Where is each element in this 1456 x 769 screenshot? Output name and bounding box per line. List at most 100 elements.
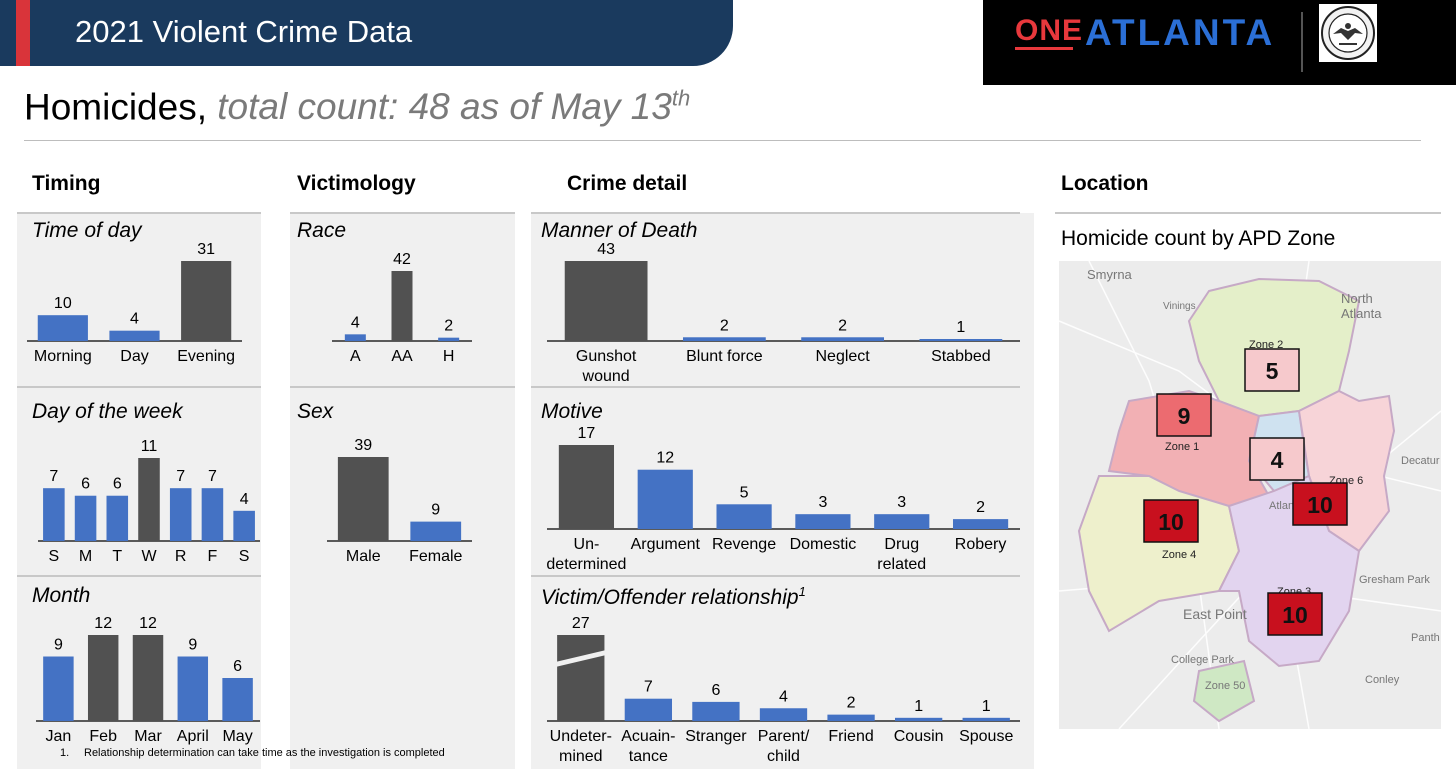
bar-day_of_week-4 — [169, 488, 192, 541]
page-heading: Homicides, total count: 48 as of May 13t… — [24, 86, 690, 128]
zone-count-zone-3: 10 — [1282, 602, 1308, 628]
category-label-manner-1: Blunt force — [686, 348, 763, 365]
bar-day_of_week-3 — [138, 458, 160, 541]
bar-month-0 — [43, 656, 74, 721]
category-label-month-0: Jan — [46, 728, 72, 745]
bars-motive: 17 Un-determined 12 Argument 5 Revenge 3 Domest… — [546, 425, 1020, 573]
bar-day_of_week-0 — [43, 488, 65, 541]
banner-accent-bar — [16, 0, 30, 66]
logo-divider — [1301, 12, 1303, 72]
category-label-manner-0-1: wound — [582, 368, 630, 385]
zone-50-area — [1192, 659, 1256, 723]
category-label-day_of_week-6: S — [239, 548, 250, 565]
category-label-motive-0: Un- — [574, 536, 600, 553]
heading-main: Homicides, — [24, 86, 207, 128]
map-place-label-east-point: East Point — [1183, 606, 1247, 622]
relationship-title-text: Victim/Offender relationship — [541, 586, 799, 609]
zone-badge-zone-1 — [1156, 393, 1212, 437]
bar-day_of_week-6 — [233, 510, 255, 541]
heading-subtitle: total count: 48 as of May 13th — [217, 86, 690, 127]
bar-manner-3 — [919, 339, 1003, 341]
bar-relationship-1 — [624, 698, 673, 721]
value-label-day_of_week-6: 4 — [240, 491, 249, 508]
category-label-day_of_week-4: R — [175, 548, 187, 565]
category-label-relationship-1: Acuain- — [621, 728, 675, 745]
bars-sex: 39 Male 9 Female — [327, 437, 472, 565]
bar-day_of_week-2 — [106, 495, 129, 541]
footnote-number: 1. — [60, 747, 70, 759]
bar-time_of_day-0 — [37, 315, 88, 341]
map-zone-label-zone-1: Zone 1 — [1165, 441, 1199, 453]
bars-time_of_day: 10 Morning 4 Day 31 Evening — [27, 241, 242, 365]
zone-badge-zone-6 — [1292, 482, 1348, 526]
category-label-relationship-3: Parent/ — [758, 728, 810, 745]
bar-manner-0 — [564, 261, 648, 341]
map-place-label-vinings: Vinings — [1163, 301, 1196, 312]
bars-month: 9 Jan 12 Feb 12 Mar 9 April 6 May — [36, 615, 260, 745]
bar-month-3 — [177, 656, 209, 721]
panel-title-race: Race — [297, 219, 347, 242]
map-place-label-zone-50: Zone 50 — [1205, 680, 1245, 692]
category-label-sex-1: Female — [409, 548, 462, 565]
zone-badge-zone-5 — [1249, 437, 1305, 481]
map-place-label-college-park: College Park — [1171, 654, 1234, 666]
value-label-relationship-2: 6 — [711, 682, 720, 699]
zone-count-zone-6: 10 — [1307, 492, 1333, 518]
map-place-label-conley: Conley — [1365, 674, 1400, 686]
bar-relationship-5 — [894, 717, 943, 721]
category-label-month-3: April — [177, 728, 209, 745]
category-label-relationship-0-1: mined — [559, 748, 603, 765]
bar-relationship-0 — [557, 635, 605, 721]
category-label-time_of_day-2: Evening — [177, 348, 235, 365]
value-label-time_of_day-0: 10 — [54, 295, 72, 312]
value-label-relationship-5: 1 — [914, 698, 923, 715]
category-label-sex-0: Male — [346, 548, 381, 565]
timing-separator-1 — [17, 386, 261, 388]
value-label-day_of_week-4: 7 — [176, 468, 185, 485]
logo-one-text: ONE — [1015, 14, 1084, 47]
bar-relationship-4 — [827, 714, 875, 721]
category-label-motive-5: Robery — [955, 536, 1007, 553]
category-label-day_of_week-0: S — [49, 548, 60, 565]
value-label-manner-1: 2 — [720, 317, 729, 334]
category-label-manner-0: Gunshot — [576, 348, 637, 365]
bar-motive-1 — [637, 469, 693, 529]
category-label-day_of_week-2: T — [112, 548, 122, 565]
bar-day_of_week-1 — [74, 495, 97, 541]
logo-atlanta-text: ATLANTA — [1085, 12, 1276, 53]
map-place-label-smyrna: Smyrna — [1087, 267, 1133, 282]
bar-sex-1 — [410, 521, 462, 541]
map-title: Homicide count by APD Zone — [1061, 227, 1336, 250]
section-title-location: Location — [1061, 172, 1149, 195]
header-banner: 2021 Violent Crime Data — [0, 0, 733, 66]
category-label-month-2: Mar — [134, 728, 162, 745]
timing-top-separator — [17, 212, 261, 214]
victimology-top-separator — [290, 212, 515, 214]
bar-race-1 — [391, 271, 413, 341]
value-label-sex-0: 39 — [354, 437, 372, 454]
location-top-separator — [1055, 212, 1441, 214]
zone-count-zone-2: 5 — [1266, 358, 1279, 384]
value-label-time_of_day-2: 31 — [197, 241, 215, 258]
relationship-footnote-marker: 1 — [798, 584, 806, 599]
value-label-day_of_week-3: 11 — [141, 438, 158, 455]
category-label-day_of_week-3: W — [141, 548, 157, 565]
value-label-manner-3: 1 — [956, 319, 965, 336]
value-label-race-1: 42 — [393, 251, 411, 268]
value-label-relationship-6: 1 — [982, 698, 991, 715]
police-seal-icon — [1319, 4, 1377, 62]
bar-motive-3 — [795, 514, 851, 529]
logo-underline — [1015, 47, 1073, 50]
category-label-day_of_week-1: M — [79, 548, 92, 565]
victimology-separator-1 — [290, 386, 515, 388]
value-label-motive-3: 3 — [818, 494, 827, 511]
footnote: 1. Relationship determination can take ti… — [60, 747, 445, 759]
bar-motive-5 — [952, 519, 1009, 529]
category-label-motive-0-1: determined — [546, 556, 626, 573]
map-zone-badges: 5 9 4 10 10 10 — [1143, 348, 1348, 636]
bar-sex-0 — [337, 457, 389, 541]
category-label-relationship-4: Friend — [828, 728, 873, 745]
category-label-motive-4-1: related — [877, 556, 926, 573]
value-label-month-3: 9 — [188, 637, 197, 654]
